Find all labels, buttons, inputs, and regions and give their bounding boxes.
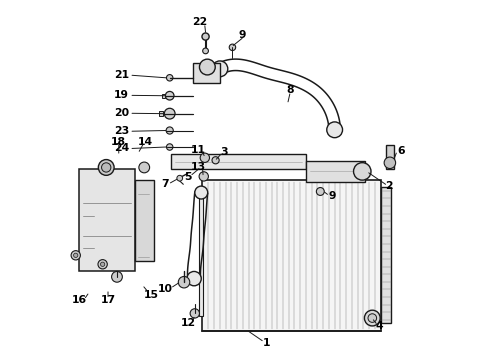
Circle shape [190,309,199,318]
Circle shape [71,251,80,260]
Circle shape [177,175,183,181]
Text: 15: 15 [144,291,159,301]
Text: 4: 4 [376,321,383,331]
Circle shape [164,108,175,119]
Bar [79,169,135,271]
Circle shape [199,172,208,181]
Circle shape [187,271,201,286]
Bar [159,111,163,116]
Text: 13: 13 [191,162,206,172]
Bar [306,161,365,182]
Text: 2: 2 [385,181,393,191]
Text: 1: 1 [263,338,270,348]
Text: 7: 7 [162,179,169,189]
Circle shape [167,144,173,150]
Text: 9: 9 [238,30,246,40]
Circle shape [166,127,173,134]
Text: 20: 20 [114,108,129,118]
Text: 22: 22 [193,17,208,27]
Circle shape [199,59,215,75]
Text: 14: 14 [138,137,153,147]
Circle shape [353,163,371,180]
Text: 3: 3 [220,147,228,157]
Text: 18: 18 [111,137,126,147]
Circle shape [167,75,173,81]
Circle shape [112,271,122,282]
Bar [172,154,306,169]
Circle shape [200,153,210,162]
Bar [202,180,381,330]
Circle shape [178,276,190,288]
Circle shape [327,122,343,138]
Circle shape [195,186,208,199]
Bar [381,187,392,323]
Circle shape [166,91,174,100]
Text: 10: 10 [158,284,173,294]
Circle shape [202,33,209,40]
Circle shape [212,61,228,77]
Text: 16: 16 [72,295,87,305]
Circle shape [100,262,105,266]
Text: 24: 24 [114,143,129,153]
Text: 9: 9 [328,191,336,201]
Circle shape [384,157,395,168]
Text: 21: 21 [114,70,129,80]
Circle shape [365,310,380,326]
Bar [386,145,394,169]
Circle shape [317,188,324,195]
Text: 8: 8 [286,85,294,95]
Circle shape [98,260,107,269]
Text: 23: 23 [114,126,129,135]
Text: 12: 12 [181,319,196,328]
Circle shape [74,253,78,257]
Bar [193,63,220,83]
Circle shape [368,314,377,322]
Text: 17: 17 [100,295,116,305]
Text: 5: 5 [184,172,192,182]
Bar [199,194,203,316]
Circle shape [212,157,219,164]
Bar [162,94,166,98]
Text: 11: 11 [191,144,206,154]
Text: 19: 19 [114,90,129,100]
Bar [135,180,153,261]
Circle shape [98,159,114,175]
Circle shape [203,48,208,54]
Circle shape [229,44,236,50]
Circle shape [139,162,149,173]
Circle shape [101,163,111,172]
Text: 6: 6 [397,145,405,156]
